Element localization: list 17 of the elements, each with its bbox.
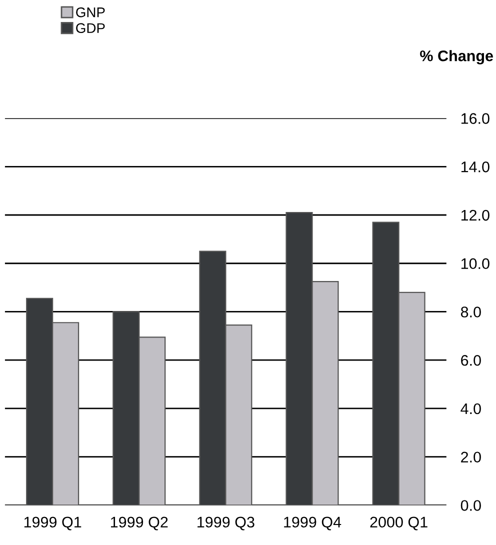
y-tick-label: 10.0 <box>461 258 490 270</box>
x-tick-label: 1999 Q2 <box>110 516 168 530</box>
y-tick-label: 12.0 <box>461 210 490 221</box>
y-tick-label: 6.0 <box>461 354 481 366</box>
y-tick-label: 0.0 <box>460 500 481 511</box>
x-tick-label: 1999 Q3 <box>198 516 254 530</box>
legend-label: GDP <box>76 23 105 34</box>
y-axis-title: % Change <box>420 50 493 64</box>
y-tick-label: 8.0 <box>460 306 481 318</box>
legend-label: GNP <box>76 7 105 18</box>
y-tick-label: 2.0 <box>461 452 481 463</box>
x-tick-label: 1999 Q4 <box>284 516 342 530</box>
y-tick-label: 16.0 <box>461 113 490 124</box>
y-tick-label: 14.0 <box>461 162 490 172</box>
x-tick-label: 1999 Q1 <box>24 516 82 530</box>
y-tick-label: 4.0 <box>460 403 481 414</box>
x-tick-label: 2000 Q1 <box>370 516 428 530</box>
